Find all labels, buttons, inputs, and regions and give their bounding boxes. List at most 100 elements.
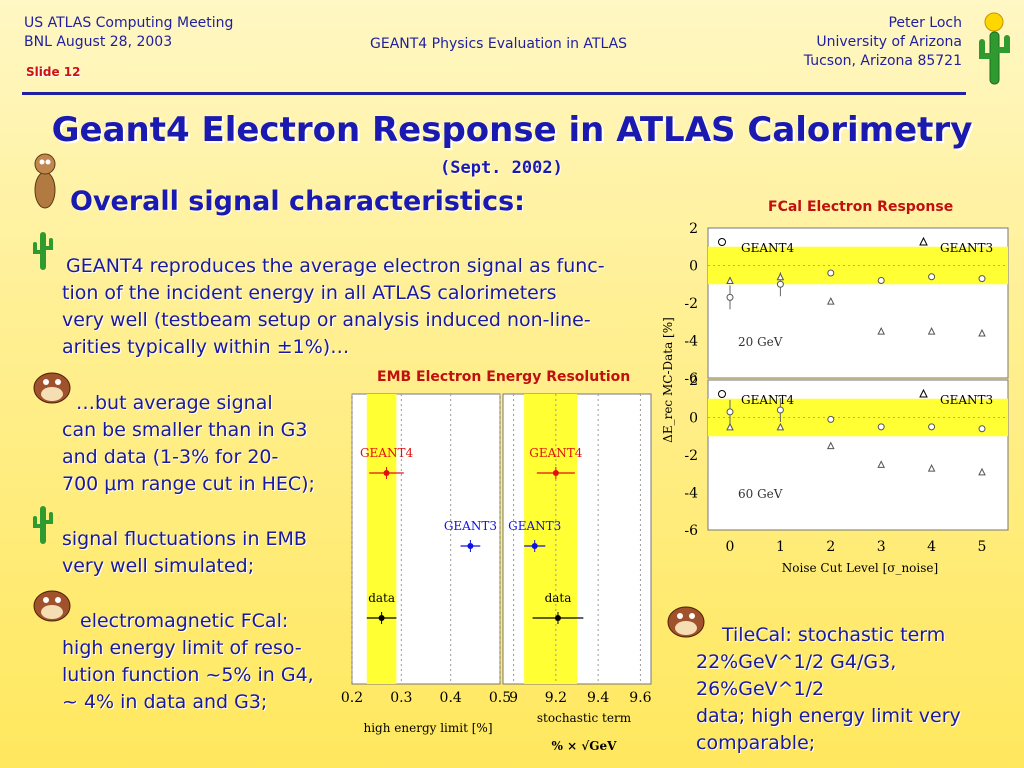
emb-chart-title: EMB Electron Energy Resolution	[377, 369, 631, 385]
fcal-geant4-point	[978, 275, 986, 283]
bullet-fcal-resolution: electromagnetic FCal: high energy limit …	[62, 610, 314, 713]
emb-data-point	[378, 615, 385, 621]
fcal-y-tick-label: -2	[684, 448, 698, 464]
header-center-title: GEANT4 Physics Evaluation in ATLAS	[370, 36, 628, 52]
fcal-geant3-point	[776, 422, 785, 431]
header-divider	[22, 92, 966, 95]
emb-tick-label: 0.3	[390, 690, 412, 706]
fcal-legend-label: GEANT3	[940, 393, 993, 407]
taz-icon	[33, 590, 71, 622]
emb-data-point	[552, 470, 559, 476]
fcal-legend-label: GEANT4	[741, 241, 795, 255]
fcal-ylabel: ΔE_rec MC-Data [%]	[661, 317, 675, 443]
fcal-xlabel: Noise Cut Level [σ_noise]	[782, 561, 938, 575]
meeting-name: US ATLAS Computing Meeting	[24, 15, 234, 31]
fcal-geant4-point	[877, 277, 885, 284]
author-address: Tucson, Arizona 85721	[803, 53, 962, 69]
legend-triangle-icon	[919, 388, 928, 398]
fcal-geant4-point	[776, 406, 784, 414]
fcal-x-tick-label: 4	[927, 539, 936, 555]
fcal-y-tick-label: -6	[684, 371, 698, 387]
fcal-geant3-point	[826, 441, 835, 450]
fcal-chart-title: FCal Electron Response	[768, 199, 954, 215]
fcal-geant3-point	[877, 460, 886, 468]
emb-point-label: GEANT4	[360, 446, 414, 460]
fcal-geant4-point	[928, 273, 936, 281]
slide-number: Slide 12	[26, 65, 81, 79]
fcal-geant3-point	[978, 328, 986, 337]
section-heading: Overall signal characteristics:	[70, 186, 525, 217]
fcal-geant4-point	[827, 415, 835, 423]
emb-point-label: data	[545, 591, 572, 605]
fcal-geant3-point	[877, 327, 886, 335]
cactus-bullet-icon	[33, 232, 53, 270]
emb-tick-label: 9.2	[545, 690, 567, 706]
fcal-geant3-point	[826, 297, 835, 305]
author-affiliation: University of Arizona	[816, 34, 962, 50]
emb-tick-label: 0.2	[341, 690, 363, 706]
fcal-y-tick-label: -2	[684, 296, 698, 312]
fcal-geant3-point	[726, 276, 734, 284]
fcal-legend-label: GEANT4	[741, 393, 795, 407]
fcal-geant4-point	[726, 293, 734, 301]
emb-tick-label: 9.6	[629, 690, 651, 706]
emb-data-point	[554, 615, 561, 621]
author-name: Peter Loch	[888, 15, 962, 31]
emb-tick-label: 0.5	[489, 690, 511, 706]
emb-data-band	[366, 394, 397, 684]
fcal-y-tick-label: 0	[689, 259, 698, 275]
taz-icon	[667, 606, 705, 638]
fcal-y-tick-label: 2	[689, 221, 698, 237]
emb-data-point	[531, 543, 538, 549]
emb-point-label: GEANT4	[529, 446, 583, 460]
cactus-logo-icon	[979, 12, 1010, 85]
fcal-energy-label: 20 GeV	[738, 335, 783, 349]
fcal-response-chart: 2 0 -2 -4 -6 20 GeV GEANT4 GEANT3 2 0 -2 -4 -6 60 GeV…	[661, 221, 1009, 575]
meeting-date: BNL August 28, 2003	[24, 34, 173, 50]
fcal-geant4-point	[928, 423, 936, 431]
fcal-geant4-point	[776, 280, 784, 288]
emb-point-label: GEANT3	[508, 519, 561, 533]
emb-resolution-chart: 0.2 0.3 0.4 0.5 GEANT4 GEANT3 data 9 9.2 9.4 9.6 GE…	[341, 393, 652, 753]
cactus-bullet-icon	[33, 506, 53, 544]
emb-xlabel-1: high energy limit [%]	[363, 721, 492, 735]
emb-tick-label: 9	[509, 690, 518, 706]
emb-data-point	[383, 470, 390, 476]
fcal-y-tick-label: 0	[689, 411, 698, 427]
emb-xlabel-2: stochastic term	[537, 711, 632, 725]
fcal-x-tick-label: 2	[826, 539, 835, 555]
fcal-geant4-point	[877, 423, 885, 431]
fcal-geant4-point	[827, 269, 835, 277]
emb-point-label: GEANT3	[444, 519, 497, 533]
bullet-geant4-reproduces: GEANT4 reproduces the average electron s…	[62, 255, 605, 358]
emb-tick-label: 0.4	[440, 690, 462, 706]
page-subtitle: (Sept. 2002)	[440, 158, 563, 178]
emb-tick-label: 9.4	[587, 690, 609, 706]
fcal-geant3-point	[978, 467, 986, 476]
page-title: Geant4 Electron Response in ATLAS Calori…	[51, 110, 973, 150]
fcal-legend-label: GEANT3	[940, 241, 993, 255]
bullet-average-signal: …but average signal can be smaller than …	[62, 392, 315, 495]
fcal-y-tick-label: -4	[684, 334, 698, 350]
legend-circle-icon	[718, 238, 726, 246]
bullet-tilecal: TileCal: stochastic term 22%GeV^1/2 G4/G…	[696, 624, 961, 754]
fcal-geant3-point	[776, 272, 785, 281]
taz-icon	[33, 372, 71, 404]
fcal-geant3-point	[927, 464, 936, 472]
emb-point-label: data	[368, 591, 395, 605]
fcal-x-tick-label: 0	[726, 539, 735, 555]
emb-data-band	[524, 394, 577, 684]
header-right: Peter Loch University of Arizona Tucson,…	[804, 14, 962, 71]
fcal-geant3-point	[726, 422, 734, 431]
fcal-x-tick-label: 5	[978, 539, 987, 555]
fcal-geant3-point	[927, 327, 936, 335]
coyote-icon	[34, 153, 56, 209]
emb-data-point	[467, 543, 474, 549]
fcal-geant4-point	[726, 408, 734, 416]
emb-xlabel-2-units: % × √GeV	[552, 739, 618, 753]
fcal-x-tick-label: 1	[776, 539, 785, 555]
fcal-x-tick-label: 3	[877, 539, 886, 555]
fcal-y-tick-label: 2	[689, 373, 698, 389]
fcal-y-tick-label: -4	[684, 486, 698, 502]
bullet-signal-fluctuations: signal fluctuations in EMB very well sim…	[62, 528, 307, 577]
